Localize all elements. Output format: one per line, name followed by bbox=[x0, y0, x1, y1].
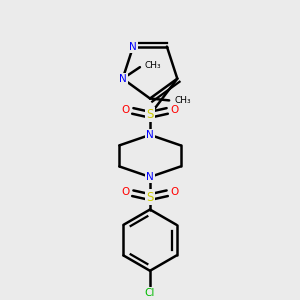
Text: N: N bbox=[119, 74, 127, 84]
Text: O: O bbox=[171, 187, 179, 197]
Text: S: S bbox=[146, 108, 154, 121]
Text: S: S bbox=[146, 190, 154, 204]
Text: N: N bbox=[129, 41, 137, 52]
Text: N: N bbox=[146, 172, 154, 182]
Text: CH₃: CH₃ bbox=[174, 96, 191, 105]
Text: O: O bbox=[171, 105, 179, 115]
Text: O: O bbox=[121, 105, 129, 115]
Text: Cl: Cl bbox=[145, 288, 155, 298]
Text: CH₃: CH₃ bbox=[144, 61, 161, 70]
Text: O: O bbox=[121, 187, 129, 197]
Text: N: N bbox=[146, 130, 154, 140]
